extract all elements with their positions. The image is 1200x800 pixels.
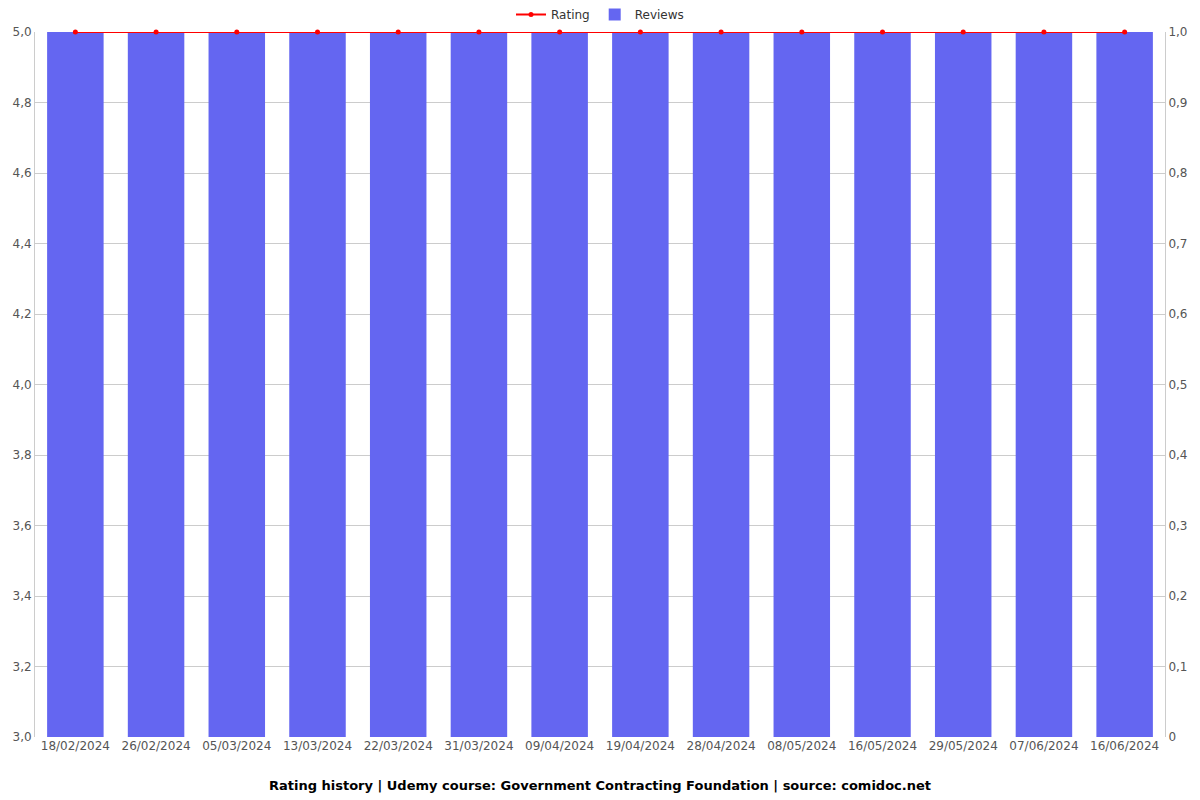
- svg-text:16/05/2024: 16/05/2024: [848, 739, 917, 753]
- svg-text:3,2: 3,2: [13, 660, 32, 674]
- svg-text:0,3: 0,3: [1168, 519, 1187, 533]
- svg-text:Rating: Rating: [551, 8, 590, 22]
- svg-text:1,0: 1,0: [1168, 25, 1187, 39]
- svg-text:22/03/2024: 22/03/2024: [364, 739, 433, 753]
- svg-text:31/03/2024: 31/03/2024: [444, 739, 513, 753]
- svg-text:0,2: 0,2: [1168, 589, 1187, 603]
- svg-text:0,4: 0,4: [1168, 448, 1187, 462]
- svg-text:3,4: 3,4: [13, 589, 32, 603]
- svg-text:0,7: 0,7: [1168, 237, 1187, 251]
- svg-text:07/06/2024: 07/06/2024: [1009, 739, 1078, 753]
- svg-text:4,0: 4,0: [13, 378, 32, 392]
- svg-text:19/04/2024: 19/04/2024: [606, 739, 675, 753]
- svg-text:09/04/2024: 09/04/2024: [525, 739, 594, 753]
- svg-text:0,8: 0,8: [1168, 166, 1187, 180]
- svg-text:3,6: 3,6: [13, 519, 32, 533]
- svg-text:13/03/2024: 13/03/2024: [283, 739, 352, 753]
- svg-text:3,0: 3,0: [13, 730, 32, 744]
- svg-text:4,4: 4,4: [13, 237, 32, 251]
- svg-text:16/06/2024: 16/06/2024: [1090, 739, 1159, 753]
- svg-text:0,1: 0,1: [1168, 660, 1187, 674]
- svg-text:5,0: 5,0: [13, 25, 32, 39]
- svg-text:28/04/2024: 28/04/2024: [686, 739, 755, 753]
- svg-text:4,2: 4,2: [13, 307, 32, 321]
- svg-text:05/03/2024: 05/03/2024: [202, 739, 271, 753]
- svg-text:0,9: 0,9: [1168, 96, 1187, 110]
- svg-text:4,6: 4,6: [13, 166, 32, 180]
- svg-text:0,5: 0,5: [1168, 378, 1187, 392]
- svg-text:3,8: 3,8: [13, 448, 32, 462]
- svg-text:0,6: 0,6: [1168, 307, 1187, 321]
- svg-text:18/02/2024: 18/02/2024: [41, 739, 110, 753]
- svg-text:Reviews: Reviews: [635, 8, 684, 22]
- svg-text:08/05/2024: 08/05/2024: [767, 739, 836, 753]
- svg-text:29/05/2024: 29/05/2024: [929, 739, 998, 753]
- svg-text:26/02/2024: 26/02/2024: [121, 739, 190, 753]
- svg-text:0: 0: [1168, 730, 1176, 744]
- svg-text:4,8: 4,8: [13, 96, 32, 110]
- svg-text:Rating history | Udemy course:: Rating history | Udemy course: Governmen…: [269, 778, 931, 793]
